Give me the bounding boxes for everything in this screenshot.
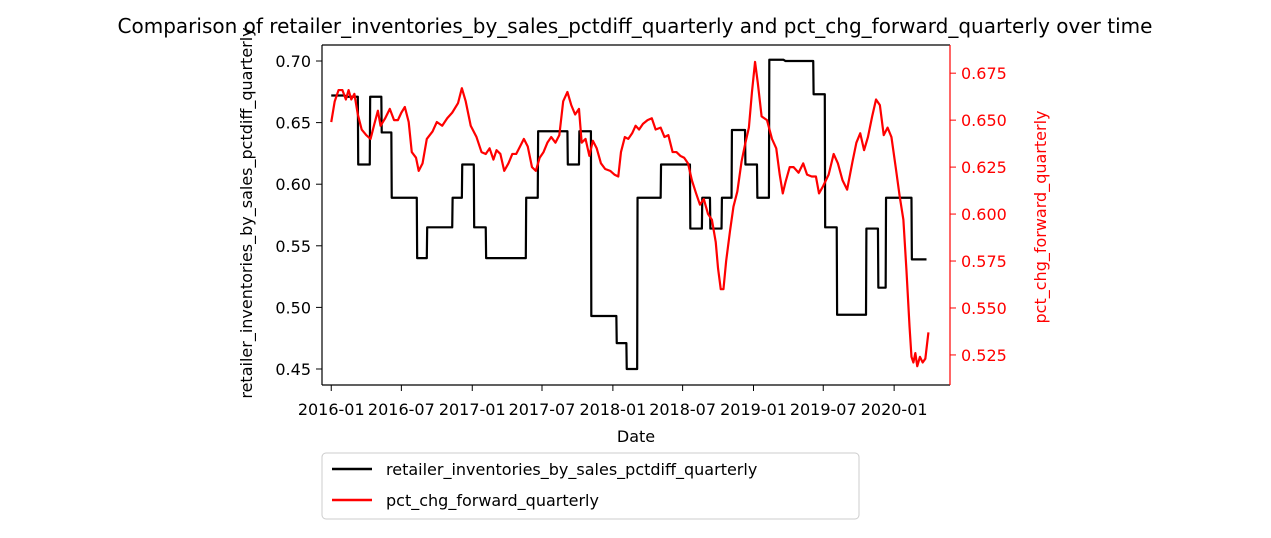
y-left-tick-label: 0.70 bbox=[275, 52, 311, 71]
legend-label-right-series: pct_chg_forward_quarterly bbox=[386, 491, 599, 511]
legend-label-left-series: retailer_inventories_by_sales_pctdiff_qu… bbox=[386, 460, 757, 480]
y-right-tick-label: 0.575 bbox=[961, 252, 1007, 271]
y-left-axis-label: retailer_inventories_by_sales_pctdiff_qu… bbox=[237, 27, 257, 398]
series-line-retailer-inventories bbox=[331, 58, 927, 371]
legend-frame bbox=[321, 452, 860, 520]
y-right-tick-label: 0.675 bbox=[961, 64, 1007, 83]
y-right-tick-label: 0.525 bbox=[961, 346, 1007, 365]
x-tick-label: 2018-01 bbox=[579, 400, 646, 419]
y-left-tick-label: 0.65 bbox=[275, 114, 311, 133]
x-tick-label: 2019-07 bbox=[790, 400, 857, 419]
y-right-tick-label: 0.550 bbox=[961, 299, 1007, 318]
x-tick-label: 2020-01 bbox=[861, 400, 928, 419]
x-tick-label: 2018-07 bbox=[649, 400, 716, 419]
y-right-axis-label: pct_chg_forward_quarterly bbox=[1031, 111, 1051, 324]
x-tick-label: 2016-01 bbox=[298, 400, 365, 419]
y-right-tick-label: 0.600 bbox=[961, 205, 1007, 224]
y-left-tick-label: 0.45 bbox=[275, 360, 311, 379]
x-tick-label: 2017-01 bbox=[439, 400, 506, 419]
y-left-tick-label: 0.50 bbox=[275, 298, 311, 317]
x-tick-label: 2016-07 bbox=[368, 400, 435, 419]
x-tick-label: 2019-01 bbox=[720, 400, 787, 419]
y-right-tick-label: 0.650 bbox=[961, 111, 1007, 130]
x-tick-label: 2017-07 bbox=[509, 400, 576, 419]
y-left-tick-label: 0.60 bbox=[275, 175, 311, 194]
chart-title: Comparison of retailer_inventories_by_sa… bbox=[118, 14, 1153, 38]
x-axis-label: Date bbox=[617, 427, 655, 446]
y-left-tick-label: 0.55 bbox=[275, 237, 311, 256]
y-right-tick-label: 0.625 bbox=[961, 158, 1007, 177]
plot-area: 2016-01 2016-07 2017-01 2017-07 2018-01 2018-… bbox=[275, 44, 1007, 419]
series-line-pct-chg-forward bbox=[330, 60, 930, 368]
legend: retailer_inventories_by_sales_pctdiff_qu… bbox=[321, 452, 860, 520]
